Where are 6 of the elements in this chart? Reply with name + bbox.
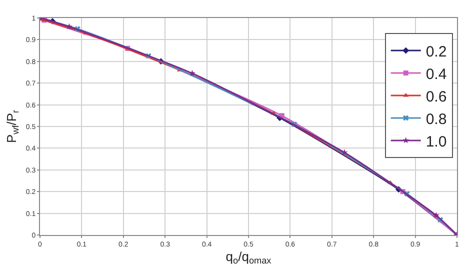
legend-label: 0.4	[426, 66, 447, 83]
legend-label: 0.2	[426, 43, 447, 60]
legend-label: 1.0	[426, 133, 447, 150]
legend-label: 0.8	[426, 110, 447, 128]
x-axis-title: q$_{o}$/q$_{omax}$	[226, 249, 272, 266]
legend-label: 0.6	[426, 88, 447, 106]
